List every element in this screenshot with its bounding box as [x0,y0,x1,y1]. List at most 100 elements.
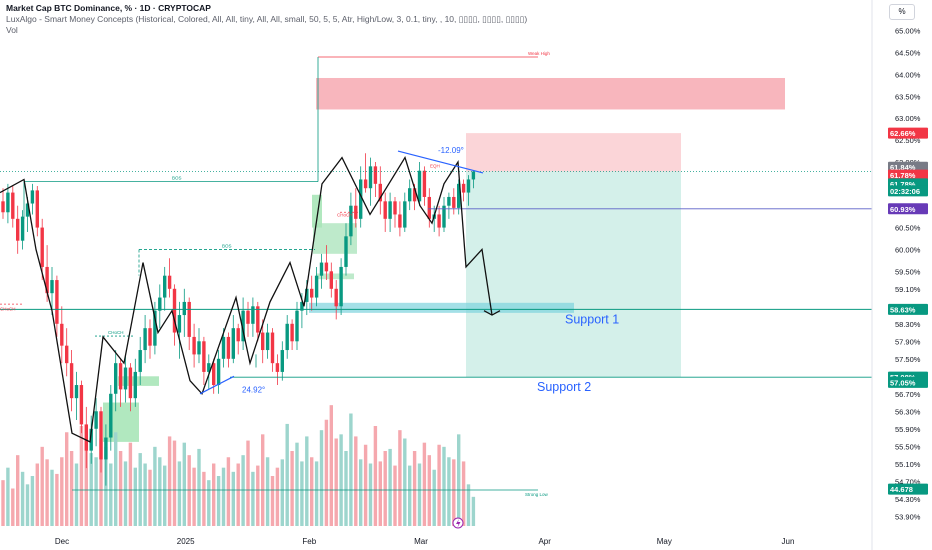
volume-bar [202,471,206,526]
angle-top-label: -12.09° [438,146,464,155]
candle-body [153,310,157,346]
candle-body [212,363,216,386]
candle-body [182,301,186,316]
candle-body [236,328,240,342]
volume-bar [319,430,324,526]
volume-bar [368,463,373,526]
candle-body [246,310,250,324]
candle-body [99,411,103,460]
candle-body [373,166,378,184]
candle-body [123,367,128,390]
candle-body [442,205,446,228]
candle-body [45,266,49,294]
trendline-bottom [199,375,235,395]
volume-bar [466,484,471,526]
candle-body [138,350,142,372]
eqh-label: EQH [430,164,440,169]
candle-body [89,428,93,451]
volume-bars [1,405,476,526]
volume-bar [417,463,422,526]
volume-bar [172,440,177,526]
volume-legend[interactable]: Vol [6,25,18,35]
volume-bar [270,476,275,526]
volume-bar [207,480,211,526]
candle-body [359,179,363,219]
candle-body [417,170,422,202]
percent-scale-button[interactable]: % [889,4,915,20]
candle-body [221,336,226,359]
volume-bar [393,465,397,526]
x-tick-label: 2025 [177,537,195,546]
indicator-legend[interactable]: LuxAlgo - Smart Money Concepts (Historic… [6,14,528,24]
x-tick-label: Feb [302,537,316,546]
time-axis[interactable]: Dec 2025 Feb Mar Apr May Jun [55,537,795,546]
support-1-label: Support 1 [565,312,619,326]
volume-bar [11,488,15,526]
volume-bar [25,484,30,526]
volume-bar [408,465,412,526]
demand-zone-small [316,273,354,280]
candle-body [114,363,118,394]
volume-bar [398,430,402,526]
candle-body [256,306,260,333]
volume-bar [69,451,74,526]
volume-bar [128,442,133,526]
candle-body [329,271,333,289]
bos-label-2: BOS [222,243,232,248]
candle-body [216,358,221,386]
candle-body [300,301,304,311]
price-axis[interactable]: 65.00%64.50%64.00%63.50%63.00%62.50%62.0… [871,0,932,550]
volume-bar [123,461,128,526]
volume-bar [192,467,196,526]
candle-body [251,306,255,324]
volume-bar [89,453,93,526]
arrow-head [483,310,501,316]
candle-body [11,192,15,219]
volume-bar [216,476,221,526]
candle-body [363,179,368,189]
candle-body [128,367,133,399]
volume-bar [339,434,343,526]
volume-bar [212,463,216,526]
choch-label-1: CHoCH [0,307,16,312]
volume-bar [163,465,167,526]
candle-body [84,424,88,451]
svg-text:44.678: 44.678 [890,485,913,494]
candle-body [344,236,348,267]
y-tick-label: 54.70% [895,477,921,486]
y-tick-label: 62.50% [895,136,921,145]
candle-body [60,323,64,346]
candle-body [412,188,417,202]
candle-body [133,371,137,399]
price-path-zigzag [0,156,493,443]
volume-bar [251,471,255,526]
candle-body [74,385,79,399]
volume-bar [324,419,329,526]
y-tick-label: 65.00% [895,27,921,36]
y-tick-label: 64.50% [895,49,921,58]
candle-body [290,323,294,342]
candle-body [319,262,324,276]
candle-body [393,201,397,215]
volume-bar [275,467,280,526]
volume-bar [403,438,407,526]
volume-bar [290,451,294,526]
candle-body [172,288,177,333]
take-profit-zone [466,171,681,378]
volume-bar [452,459,456,526]
volume-bar [437,444,441,526]
candle-body [50,280,54,294]
volume-bar [167,436,172,526]
price-badge: 61.78% [888,169,928,181]
y-tick-label: 63.50% [895,92,921,101]
volume-bar [226,457,231,526]
support-2-label: Support 2 [537,380,591,394]
candle-body [197,341,201,355]
volume-bar [74,463,79,526]
volume-bar [236,463,240,526]
candle-body [104,437,108,460]
trendline-top [397,150,484,174]
candle-body [437,214,441,228]
volume-bar [378,461,382,526]
